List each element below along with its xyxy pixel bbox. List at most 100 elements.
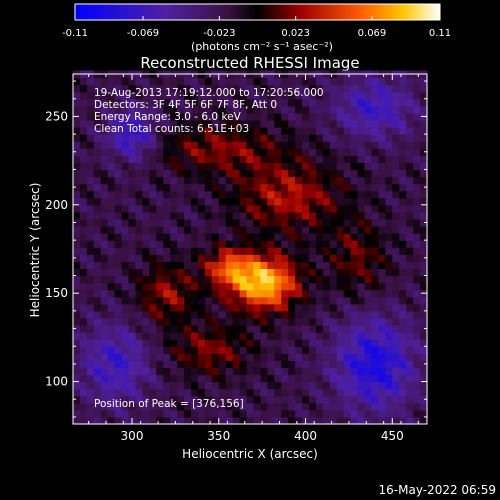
heatmap-cell <box>406 332 414 340</box>
heatmap-cell <box>260 197 268 206</box>
heatmap-cell <box>288 282 296 291</box>
heatmap-cell <box>163 395 171 404</box>
heatmap-cell <box>121 240 130 248</box>
heatmap-cell <box>114 247 123 255</box>
heatmap-cell <box>329 84 338 93</box>
heatmap-cell <box>385 388 393 397</box>
heatmap-cell <box>246 254 255 262</box>
heatmap-cell <box>253 388 262 397</box>
heatmap-cell <box>295 268 303 277</box>
heatmap-cell <box>322 162 331 171</box>
heatmap-cell <box>315 325 324 333</box>
heatmap-cell <box>357 360 366 369</box>
heatmap-cell <box>281 282 289 291</box>
heatmap-cell <box>197 169 206 178</box>
heatmap-cell <box>371 339 380 347</box>
heatmap-cell <box>392 197 400 206</box>
heatmap-cell <box>267 339 275 347</box>
heatmap-cell <box>73 275 81 284</box>
heatmap-cell <box>364 388 373 397</box>
heatmap-cell <box>114 84 123 93</box>
heatmap-cell <box>309 162 317 171</box>
heatmap-cell <box>315 218 324 227</box>
heatmap-cell <box>336 162 345 171</box>
heatmap-cell <box>378 339 386 347</box>
heatmap-cell <box>218 176 227 185</box>
heatmap-cell <box>322 226 331 234</box>
heatmap-cell <box>295 134 303 142</box>
heatmap-cell <box>357 303 366 312</box>
heatmap-cell <box>86 381 95 390</box>
heatmap-cell <box>191 353 199 361</box>
heatmap-cell <box>197 77 206 86</box>
heatmap-cell <box>302 346 310 354</box>
heatmap-cell <box>232 112 241 121</box>
heatmap-cell <box>309 346 317 354</box>
heatmap-cell <box>399 91 407 100</box>
heatmap-cell <box>281 204 289 213</box>
heatmap-cell <box>79 374 88 383</box>
heatmap-cell <box>420 296 428 305</box>
heatmap-cell <box>86 169 95 178</box>
heatmap-cell <box>357 247 366 255</box>
heatmap-cell <box>149 296 157 305</box>
heatmap-cell <box>246 416 255 425</box>
heatmap-cell <box>420 339 428 347</box>
heatmap-cell <box>288 325 296 333</box>
heatmap-cell <box>211 282 220 291</box>
heatmap-cell <box>343 310 352 319</box>
heatmap-cell <box>420 353 428 361</box>
heatmap-cell <box>135 317 144 326</box>
heatmap-cell <box>288 155 296 163</box>
heatmap-cell <box>392 395 400 404</box>
heatmap-cell <box>302 226 310 234</box>
heatmap-cell <box>260 162 268 171</box>
heatmap-cell <box>163 360 171 369</box>
heatmap-cell <box>177 247 185 255</box>
heatmap-cell <box>239 226 248 234</box>
heatmap-cell <box>420 402 428 411</box>
heatmap-cell <box>281 367 289 376</box>
heatmap-cell <box>211 91 220 100</box>
heatmap-cell <box>156 105 164 114</box>
heatmap-cell <box>218 190 227 199</box>
heatmap-cell <box>274 240 282 248</box>
heatmap-cell <box>100 289 109 298</box>
heatmap-cell <box>177 148 185 156</box>
heatmap-cell <box>336 346 345 354</box>
heatmap-cell <box>100 148 109 156</box>
heatmap-cell <box>177 367 185 376</box>
heatmap-cell <box>260 141 268 149</box>
heatmap-cell <box>253 339 262 347</box>
heatmap-cell <box>371 218 380 227</box>
heatmap-cell <box>260 218 268 227</box>
heatmap-cell <box>114 197 123 206</box>
heatmap-cell <box>371 303 380 312</box>
heatmap-cell <box>170 303 178 312</box>
heatmap-cell <box>197 162 206 171</box>
heatmap-cell <box>107 332 116 340</box>
heatmap-cell <box>385 176 393 185</box>
heatmap-cell <box>364 395 373 404</box>
heatmap-cell <box>93 416 102 425</box>
heatmap-cell <box>93 374 102 383</box>
heatmap-cell <box>322 148 331 156</box>
heatmap-cell <box>114 339 123 347</box>
heatmap-cell <box>406 240 414 248</box>
heatmap-cell <box>253 325 262 333</box>
heatmap-cell <box>156 119 164 128</box>
heatmap-cell <box>79 268 88 277</box>
heatmap-cell <box>246 226 255 234</box>
heatmap-cell <box>225 346 234 354</box>
heatmap-cell <box>315 310 324 319</box>
heatmap-cell <box>315 226 324 234</box>
heatmap-cell <box>191 77 199 86</box>
heatmap-cell <box>128 98 137 107</box>
heatmap-cell <box>309 367 317 376</box>
heatmap-cell <box>114 211 123 220</box>
heatmap-cell <box>309 134 317 142</box>
heatmap-cell <box>211 395 220 404</box>
heatmap-cell <box>121 325 130 333</box>
heatmap-cell <box>315 176 324 185</box>
heatmap-cell <box>149 112 157 121</box>
